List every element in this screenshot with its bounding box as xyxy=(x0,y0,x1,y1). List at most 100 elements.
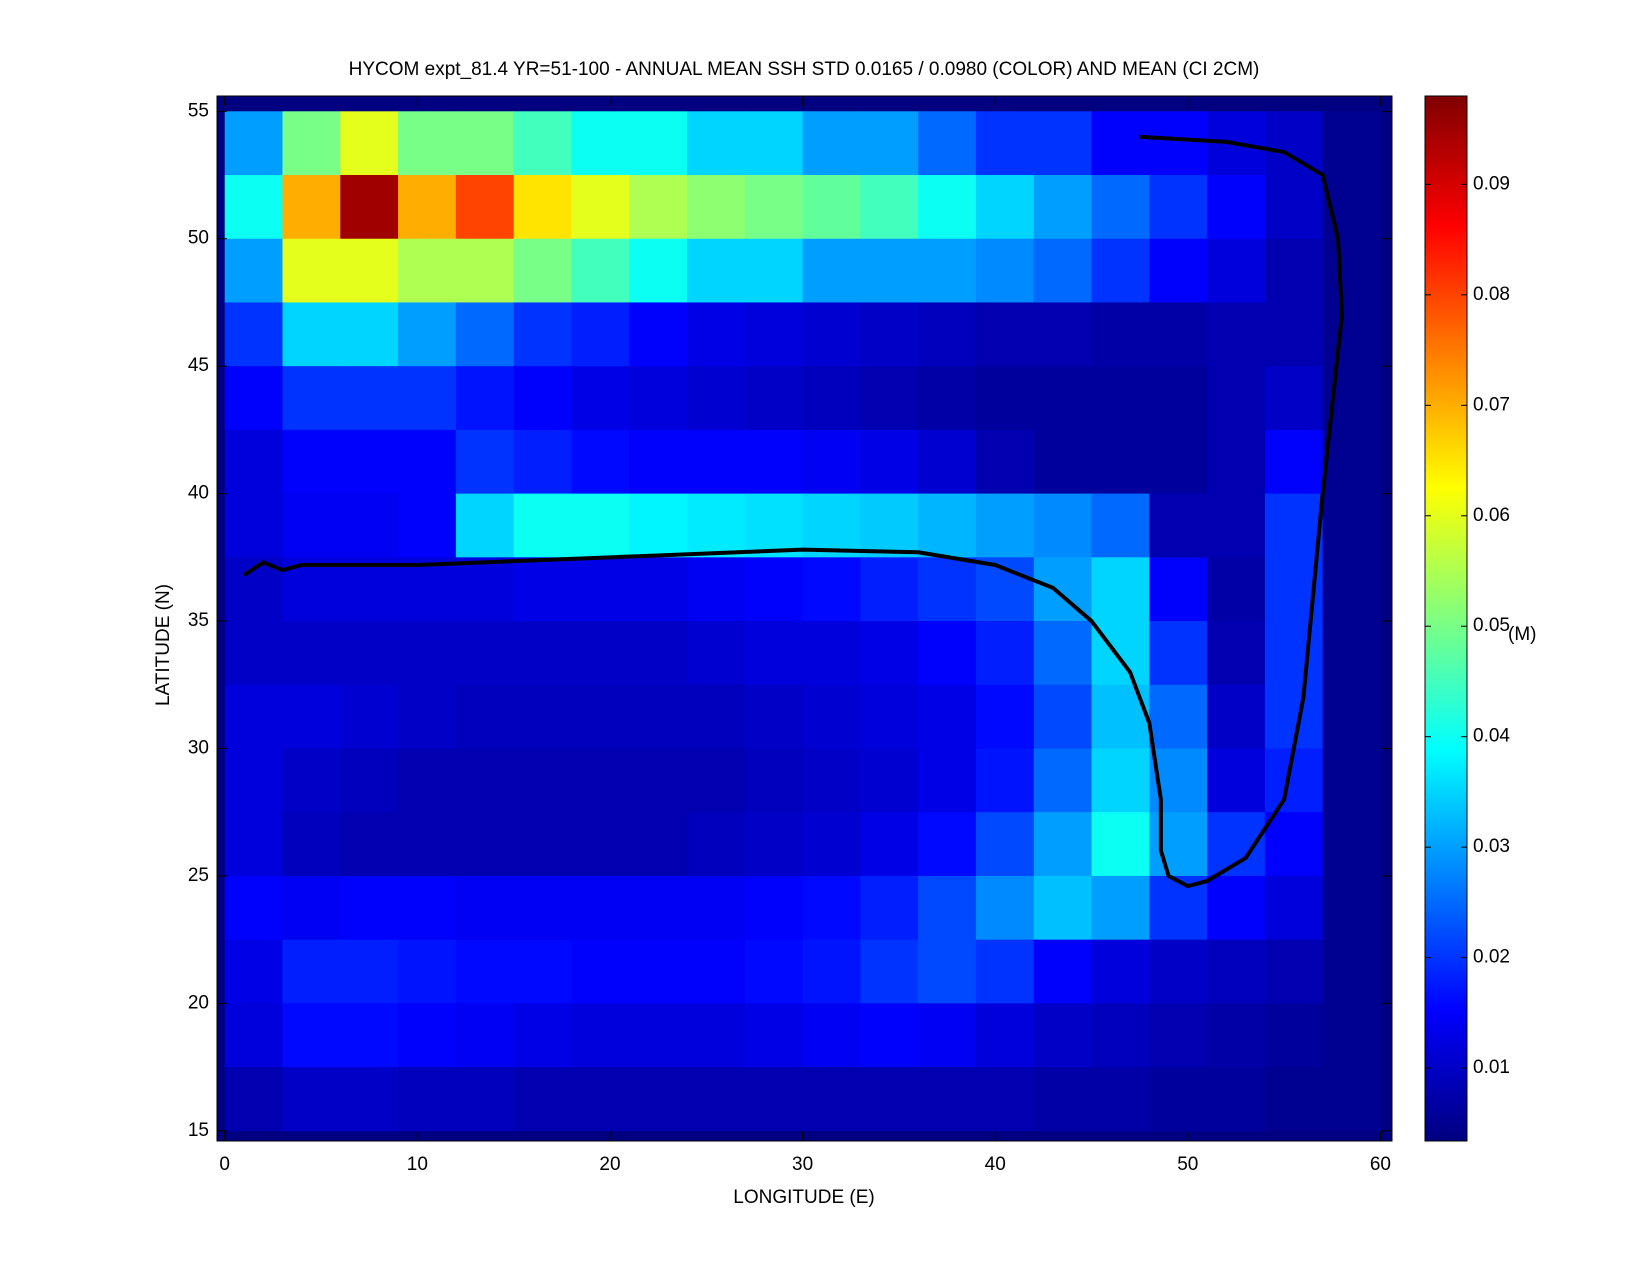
heatmap-cell xyxy=(455,875,515,941)
heatmap-cell xyxy=(224,238,283,303)
heatmap-cell xyxy=(1033,111,1093,176)
heatmap-cell xyxy=(282,175,341,240)
heatmap-cell xyxy=(1149,621,1208,686)
heatmap-cell xyxy=(340,1003,399,1068)
heatmap-cell xyxy=(513,111,572,176)
heatmap-cell xyxy=(687,1003,746,1068)
heatmap-cell xyxy=(513,175,572,240)
heatmap-cell xyxy=(918,748,977,813)
heatmap-cell xyxy=(282,748,341,813)
heatmap-cell xyxy=(1033,366,1093,431)
heatmap-cell xyxy=(802,493,861,558)
heatmap-cell xyxy=(1091,1067,1150,1132)
heatmap-cell xyxy=(744,366,804,431)
heatmap-cell xyxy=(340,238,399,303)
heatmap-cell xyxy=(1149,493,1208,558)
heatmap-cell xyxy=(1149,111,1208,176)
heatmap-cell xyxy=(975,493,1035,558)
colorbar-tick-label: 0.03 xyxy=(1473,836,1510,857)
heatmap-cell xyxy=(860,1067,919,1132)
heatmap-cell xyxy=(340,748,399,813)
heatmap-cell xyxy=(744,175,804,240)
heatmap-cell xyxy=(975,748,1035,813)
colorbar-tick-label: 0.06 xyxy=(1473,505,1510,526)
heatmap-cell xyxy=(571,557,630,622)
heatmap-cell xyxy=(513,684,572,749)
colorbar-tick-label: 0.08 xyxy=(1473,284,1510,305)
heatmap-cell xyxy=(629,557,688,622)
heatmap-cell xyxy=(282,939,341,1004)
heatmap-cell xyxy=(513,748,572,813)
heatmap-cell xyxy=(802,1003,861,1068)
heatmap-cell xyxy=(629,493,688,558)
heatmap-cell xyxy=(340,875,399,941)
chart-title: HYCOM expt_81.4 YR=51-100 - ANNUAL MEAN … xyxy=(349,59,1260,80)
heatmap-cell xyxy=(975,812,1035,877)
heatmap-cell xyxy=(340,302,399,367)
heatmap-cell xyxy=(340,429,399,495)
heatmap-cell xyxy=(1033,175,1093,240)
heatmap-cell xyxy=(340,111,399,176)
heatmap-cell xyxy=(571,493,630,558)
heatmap-cell xyxy=(282,429,341,495)
heatmap-cell xyxy=(340,939,399,1004)
heatmap-cell xyxy=(398,748,457,813)
colorbar-tick-label: 0.07 xyxy=(1473,394,1510,415)
heatmap-cell xyxy=(975,1003,1035,1068)
heatmap-cell xyxy=(1264,302,1324,367)
heatmap-cell xyxy=(918,175,977,240)
heatmap-cell xyxy=(571,238,630,303)
heatmap-cell xyxy=(1091,366,1150,431)
heatmap-cell xyxy=(224,493,283,558)
y-tick-label: 20 xyxy=(188,992,209,1013)
heatmap-cell xyxy=(571,429,630,495)
heatmap-cell xyxy=(455,429,515,495)
heatmap-cell xyxy=(1149,175,1208,240)
heatmap-cell xyxy=(1033,429,1093,495)
heatmap-cell xyxy=(1091,111,1150,176)
heatmap-cell xyxy=(398,1067,457,1132)
heatmap-cell xyxy=(1207,238,1266,303)
heatmap-cell xyxy=(1322,875,1381,941)
heatmap-cell xyxy=(687,1067,746,1132)
heatmap-cell xyxy=(398,621,457,686)
plot-frame xyxy=(216,95,1393,1142)
heatmap-cell xyxy=(455,684,515,749)
heatmap-cell xyxy=(629,238,688,303)
heatmap-cell xyxy=(629,1067,688,1132)
heatmap-cell xyxy=(571,748,630,813)
heatmap-cell xyxy=(802,812,861,877)
heatmap-cell xyxy=(1264,1003,1324,1068)
heatmap-cell xyxy=(629,684,688,749)
heatmap-cell xyxy=(455,111,515,176)
heatmap-cell xyxy=(918,875,977,941)
y-tick-label: 15 xyxy=(188,1120,209,1141)
heatmap-cell xyxy=(1322,1003,1381,1068)
heatmap-cell xyxy=(224,684,283,749)
heatmap-cell xyxy=(744,621,804,686)
heatmap-cell xyxy=(1149,1067,1208,1132)
heatmap-cell xyxy=(687,111,746,176)
heatmap-cell xyxy=(282,812,341,877)
colorbar-tick-label: 0.02 xyxy=(1473,947,1510,968)
heatmap-cell xyxy=(918,621,977,686)
heatmap-cell xyxy=(513,939,572,1004)
heatmap-cell xyxy=(918,493,977,558)
heatmap-cell xyxy=(398,366,457,431)
heatmap-cell xyxy=(571,1067,630,1132)
heatmap-cell xyxy=(1207,621,1266,686)
heatmap-cell xyxy=(1264,875,1324,941)
heatmap-cell xyxy=(571,939,630,1004)
heatmap-cell xyxy=(1207,748,1266,813)
heatmap-cell xyxy=(975,939,1035,1004)
heatmap-cell xyxy=(918,1067,977,1132)
heatmap-cell xyxy=(1091,493,1150,558)
heatmap-cell xyxy=(802,939,861,1004)
colorbar-tick-label: 0.01 xyxy=(1473,1057,1510,1078)
colorbar-tick-label: 0.04 xyxy=(1473,726,1510,747)
heatmap-cell xyxy=(224,1003,283,1068)
heatmap-cell xyxy=(918,812,977,877)
heatmap-cell xyxy=(1264,366,1324,431)
heatmap-cell xyxy=(687,875,746,941)
